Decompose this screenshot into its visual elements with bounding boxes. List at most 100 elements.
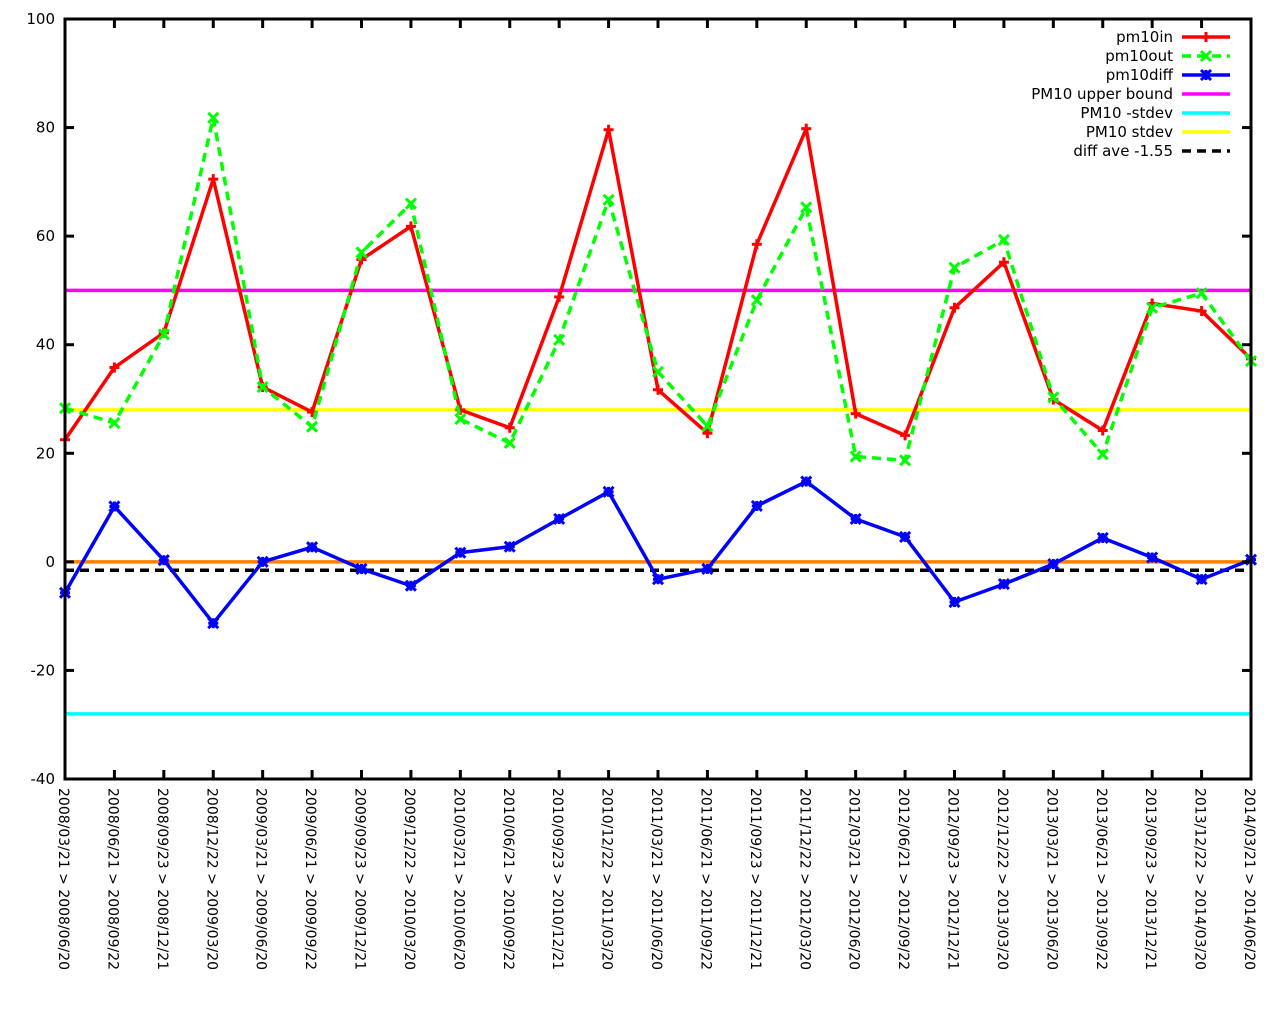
legend-label: PM10 stdev	[1086, 123, 1173, 141]
data-point-pm10out-6	[355, 246, 368, 259]
data-point-pm10diff-2	[157, 554, 170, 567]
xtick-label: 2008/09/23 > 2008/12/21	[154, 788, 170, 970]
data-point-pm10out-5	[306, 420, 319, 433]
ytick-label: -20	[31, 661, 56, 679]
data-point-pm10out-17	[899, 454, 912, 467]
data-point-pm10diff-8	[454, 546, 467, 559]
plot-border	[63, 17, 1253, 781]
series-layer	[58, 111, 1258, 630]
xtick-label: 2010/12/22 > 2011/03/20	[599, 788, 615, 970]
xtick-label: 2011/03/21 > 2011/06/20	[648, 788, 664, 970]
data-point-pm10in-3	[208, 174, 219, 185]
legend-label: pm10in	[1116, 28, 1173, 46]
xtick-label: 2010/03/21 > 2010/06/20	[450, 788, 466, 970]
legend-label: pm10diff	[1106, 66, 1174, 84]
xtick-label: 2013/12/22 > 2014/03/20	[1192, 788, 1208, 970]
data-point-pm10diff-18	[948, 595, 961, 609]
data-point-pm10out-16	[849, 450, 862, 463]
ytick-label: 80	[36, 119, 55, 137]
data-point-pm10out-8	[454, 413, 467, 426]
legend-entry-pm10in: pm10in	[1116, 28, 1230, 46]
data-point-pm10out-11	[602, 193, 615, 206]
xtick-label: 2012/09/23 > 2012/12/21	[945, 788, 961, 970]
data-point-pm10out-9	[503, 436, 516, 450]
series-pm10diff	[58, 475, 1258, 630]
data-point-pm10in-1	[109, 362, 120, 373]
data-point-pm10out-7	[404, 197, 417, 210]
ytick-label: 40	[36, 336, 55, 354]
xtick-label: 2011/12/22 > 2012/03/20	[796, 788, 812, 970]
xtick-label: 2009/12/22 > 2010/03/20	[401, 788, 417, 970]
data-point-pm10out-12	[651, 365, 665, 378]
legend-entry-pm10-upper-bound: PM10 upper bound	[1031, 85, 1230, 103]
data-point-pm10in-12	[653, 384, 663, 395]
xtick-label: 2012/12/22 > 2013/03/20	[994, 788, 1010, 970]
data-point-pm10diff-4	[256, 555, 269, 568]
xtick-label: 2011/06/21 > 2011/09/22	[697, 788, 713, 970]
data-point-pm10in-11	[603, 124, 614, 135]
data-point-pm10diff-15	[800, 475, 813, 488]
legend-label: pm10out	[1105, 47, 1173, 65]
data-point-pm10out-15	[800, 201, 813, 214]
legend-entry-pm10out: pm10out	[1105, 47, 1230, 65]
data-point-pm10out-21	[1096, 448, 1109, 461]
data-point-pm10out-3	[207, 111, 220, 124]
data-point-pm10diff-17	[899, 530, 912, 543]
xtick-label: 2010/09/23 > 2010/12/21	[549, 788, 565, 970]
data-point-pm10in-19	[998, 257, 1009, 268]
data-point-pm10diff-21	[1096, 531, 1109, 545]
xtick-label: 2009/09/23 > 2009/12/21	[352, 788, 368, 970]
data-point-pm10in-9	[504, 422, 515, 433]
legend-marker-pm10in	[1201, 32, 1211, 42]
data-point-pm10out-13	[701, 420, 714, 433]
axes: -40 -20 0 20 40 60 80 100 2008/03/21 > 2008/06/2…	[26, 10, 1257, 970]
ytick-label: 100	[26, 10, 55, 28]
series-line-pm10diff	[63, 479, 1252, 625]
data-point-pm10in-10	[554, 291, 565, 302]
legend-label: diff ave -1.55	[1073, 142, 1173, 160]
legend-entry-diff-ave-1-55: diff ave -1.55	[1073, 142, 1230, 160]
legend-label: PM10 upper bound	[1031, 85, 1173, 103]
data-point-pm10diff-5	[306, 541, 319, 554]
data-point-pm10out-20	[1047, 391, 1060, 404]
data-point-pm10diff-9	[503, 540, 516, 553]
data-point-pm10diff-11	[602, 485, 615, 498]
data-point-pm10in-23	[1196, 306, 1207, 317]
xtick-label: 2012/06/21 > 2012/09/22	[895, 788, 911, 970]
legend-marker-pm10out	[1199, 49, 1213, 63]
data-point-pm10out-2	[157, 328, 170, 341]
data-point-pm10diff-12	[651, 573, 665, 586]
data-point-pm10in-16	[850, 408, 861, 419]
data-point-pm10diff-19	[997, 578, 1010, 591]
data-point-pm10diff-13	[701, 562, 714, 575]
data-point-pm10diff-10	[553, 512, 566, 526]
xtick-label: 2013/03/21 > 2013/06/20	[1043, 788, 1059, 970]
series-pm10out	[58, 111, 1258, 467]
data-point-pm10in-13	[702, 428, 713, 439]
xtick-label: 2009/06/21 > 2009/09/22	[302, 788, 318, 970]
data-point-pm10in-15	[801, 123, 812, 134]
data-point-pm10in-21	[1097, 425, 1108, 436]
data-point-pm10in-7	[405, 221, 416, 232]
data-point-pm10out-18	[948, 261, 961, 274]
data-point-pm10out-1	[108, 416, 121, 429]
data-point-pm10in-18	[949, 302, 960, 313]
data-point-pm10diff-20	[1047, 557, 1060, 571]
legend-entry-pm10diff: pm10diff	[1106, 66, 1230, 84]
xtick-label: 2009/03/21 > 2009/06/20	[253, 788, 269, 970]
data-point-pm10out-22	[1146, 301, 1159, 314]
xtick-label: 2011/09/23 > 2011/12/21	[747, 788, 763, 970]
data-point-pm10out-10	[553, 333, 566, 346]
data-point-pm10diff-22	[1146, 551, 1159, 564]
data-point-pm10diff-16	[849, 512, 862, 526]
ytick-label: 20	[36, 444, 55, 462]
xtick-label: 2013/06/21 > 2013/09/22	[1093, 788, 1109, 970]
data-point-pm10diff-3	[207, 617, 220, 630]
data-point-pm10diff-23	[1195, 573, 1208, 586]
data-point-pm10out-19	[997, 233, 1010, 247]
xtick-label: 2012/03/21 > 2012/06/20	[846, 788, 862, 970]
data-point-pm10diff-14	[750, 499, 763, 513]
xtick-label: 2014/03/21 > 2014/06/20	[1241, 788, 1257, 970]
